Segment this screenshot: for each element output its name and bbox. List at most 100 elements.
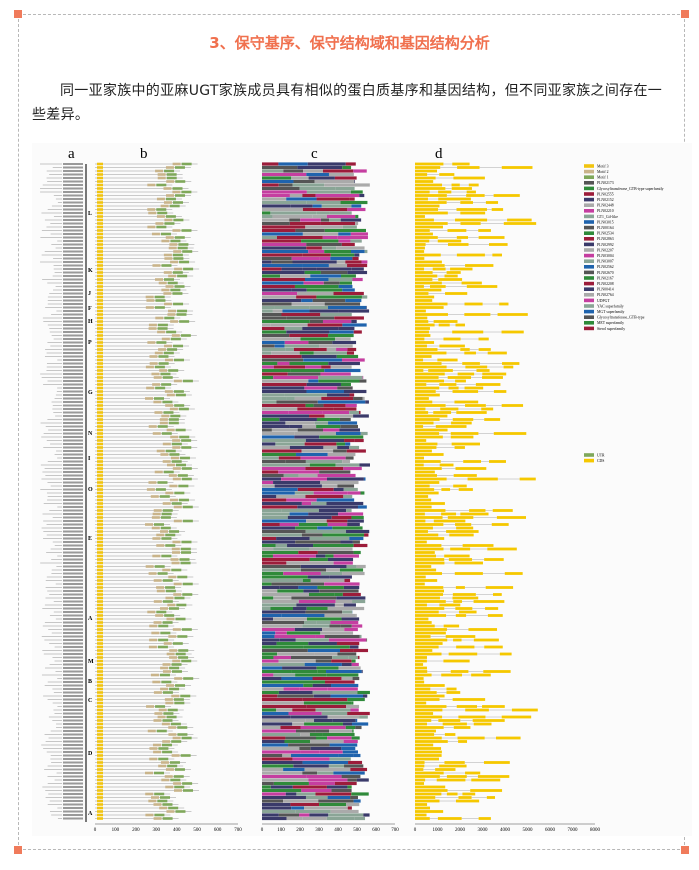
domain [330, 809, 359, 814]
motif [151, 516, 160, 519]
cds [415, 453, 444, 456]
gene-label [63, 793, 83, 795]
motif [146, 386, 155, 390]
cds [456, 208, 487, 211]
cds [465, 264, 494, 267]
cds [475, 383, 501, 386]
cds [415, 540, 427, 544]
domain [305, 225, 343, 229]
domain [336, 246, 365, 250]
domain [327, 522, 348, 527]
subfamily-label: B [88, 679, 92, 685]
domain [351, 624, 363, 628]
cds [415, 778, 426, 782]
domain [262, 764, 278, 768]
domain [351, 267, 364, 271]
motif [162, 579, 173, 582]
domain [319, 256, 331, 261]
cds [501, 715, 532, 719]
domain [295, 526, 318, 530]
cds [415, 803, 428, 806]
domain [290, 802, 320, 807]
domain [262, 491, 295, 495]
motif [97, 698, 103, 701]
domain [337, 484, 355, 488]
motif [175, 428, 186, 432]
cds [415, 512, 425, 516]
cds [464, 313, 491, 316]
domain [312, 676, 342, 681]
domain [339, 568, 364, 572]
domain [352, 722, 369, 726]
motif [165, 236, 174, 239]
domain [346, 351, 355, 355]
cds [455, 379, 466, 383]
gene-label [63, 523, 83, 526]
motif [97, 673, 103, 677]
domain [262, 704, 307, 709]
motif [97, 246, 103, 250]
domain [290, 655, 333, 660]
cds [437, 239, 462, 243]
domain [262, 197, 287, 201]
motif [97, 575, 103, 579]
motif [178, 649, 189, 652]
domain [298, 473, 318, 478]
cds [453, 600, 463, 603]
gene-label [63, 772, 83, 774]
gene-label [63, 576, 83, 578]
domain [262, 396, 287, 401]
gene-label [63, 516, 83, 519]
motif [161, 264, 172, 267]
motif [149, 362, 158, 365]
cds [502, 362, 520, 365]
domain [311, 501, 327, 506]
gene-label [63, 656, 83, 659]
domain [262, 799, 284, 803]
motif [164, 358, 173, 362]
motif [179, 456, 190, 460]
cds [415, 418, 440, 421]
domain [262, 746, 300, 751]
motif [151, 526, 160, 530]
gene-label [63, 194, 83, 197]
gene-label [63, 401, 83, 403]
cds [478, 236, 505, 239]
motif [168, 309, 177, 313]
domain [315, 193, 360, 198]
cds [460, 512, 489, 516]
legend-label: Motif 3 [597, 164, 609, 168]
domain [262, 211, 271, 215]
motif [164, 169, 175, 173]
domain [271, 351, 300, 355]
domain [273, 673, 296, 677]
gene-label [63, 600, 83, 603]
domain [320, 372, 351, 376]
cds [438, 719, 461, 722]
domain [262, 501, 302, 506]
cds [462, 544, 494, 547]
domain [347, 207, 366, 212]
cds [493, 194, 520, 197]
domain [333, 771, 365, 775]
cds [488, 460, 506, 463]
cds [468, 183, 479, 187]
domain [360, 431, 368, 436]
domain [330, 505, 358, 509]
domain [262, 372, 288, 376]
motif [168, 246, 177, 250]
domain [361, 669, 363, 674]
domain [300, 568, 327, 572]
domain [262, 487, 298, 492]
domain [289, 193, 303, 198]
domain [262, 449, 302, 453]
panel-label: d [435, 146, 443, 162]
motif [97, 449, 103, 453]
motif [163, 292, 172, 295]
motif [178, 498, 189, 502]
domain [262, 547, 274, 551]
domain [320, 631, 354, 635]
cds [452, 390, 479, 393]
motif [97, 512, 103, 516]
motif [154, 771, 165, 775]
